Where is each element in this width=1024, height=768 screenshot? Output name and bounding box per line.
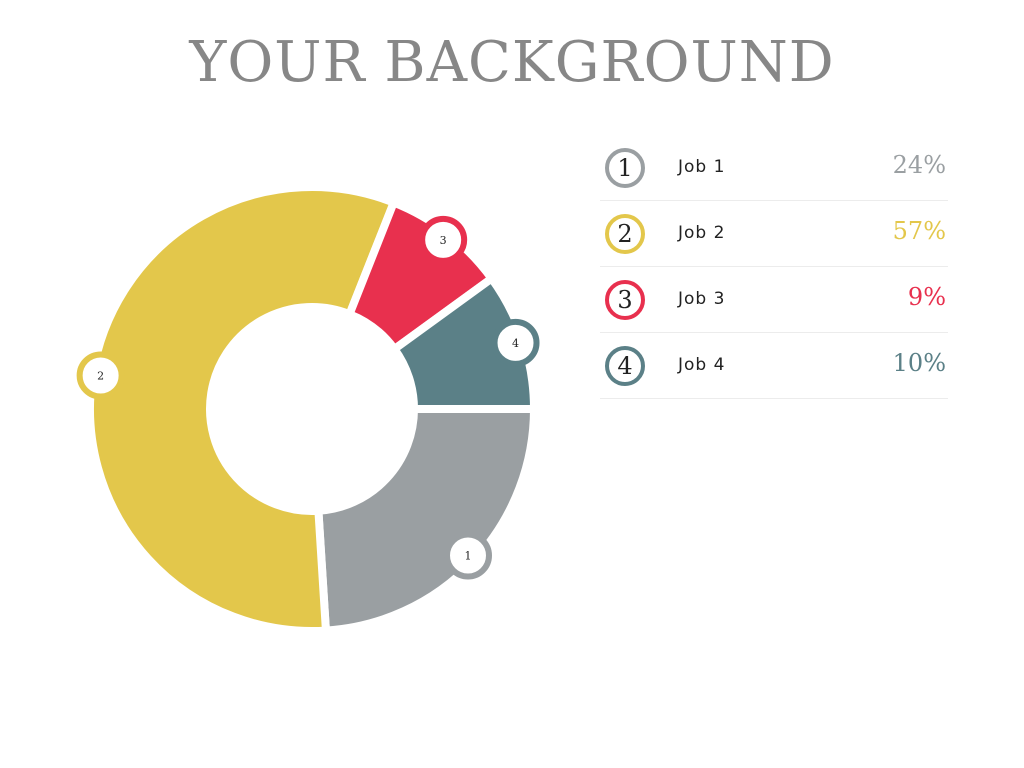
slice-marker-1: 1 xyxy=(443,531,492,580)
legend-value: 10% xyxy=(892,349,946,377)
slice-marker-label: 2 xyxy=(97,370,104,383)
legend-label: Job 1 xyxy=(678,157,726,177)
legend-marker: 1 xyxy=(605,148,645,188)
legend-marker: 4 xyxy=(605,346,645,386)
page-title: YOUR BACKGROUND xyxy=(189,30,835,95)
slice-4 xyxy=(388,272,539,413)
slice-marker-4: 4 xyxy=(491,318,540,367)
legend: 1 Job 1 24% 2 Job 2 57% 3 Job 3 9% 4 Job… xyxy=(600,135,948,399)
slice-marker-3: 3 xyxy=(419,215,468,264)
legend-item: 1 Job 1 24% xyxy=(600,135,948,201)
legend-label: Job 4 xyxy=(678,355,726,375)
legend-item: 3 Job 3 9% xyxy=(600,267,948,333)
slice-marker-2: 2 xyxy=(76,351,125,400)
legend-item: 4 Job 4 10% xyxy=(600,333,948,399)
legend-label: Job 2 xyxy=(678,223,726,243)
legend-value: 9% xyxy=(907,283,946,311)
legend-marker: 3 xyxy=(605,280,645,320)
slice-2 xyxy=(86,183,399,635)
legend-item: 2 Job 2 57% xyxy=(600,201,948,267)
legend-label: Job 3 xyxy=(678,289,726,309)
slice-1 xyxy=(314,405,539,635)
slice-marker-label: 4 xyxy=(512,337,519,350)
legend-value: 57% xyxy=(892,217,946,245)
legend-marker: 2 xyxy=(605,214,645,254)
slice-marker-label: 3 xyxy=(440,234,447,247)
slice-marker-label: 1 xyxy=(464,549,471,562)
legend-value: 24% xyxy=(892,151,946,179)
